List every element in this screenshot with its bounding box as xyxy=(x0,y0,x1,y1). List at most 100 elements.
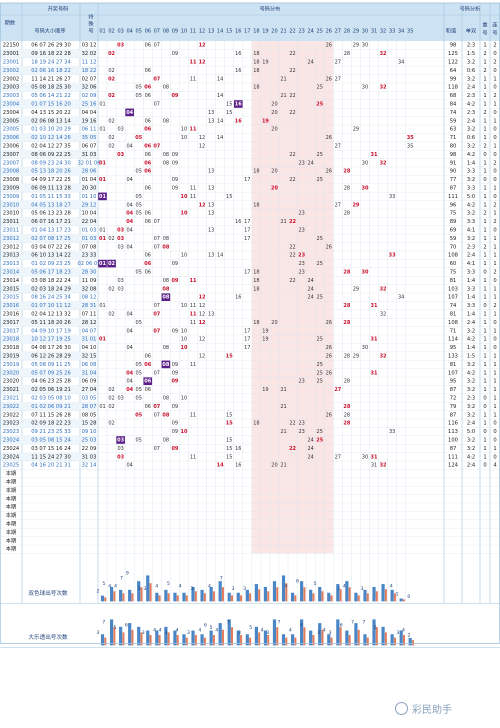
future-row-label: 本期 xyxy=(6,494,16,502)
row-period: 23018 xyxy=(3,345,20,351)
row-special-numbers: 32 01 06 xyxy=(77,160,100,166)
row-repeat: 1 xyxy=(483,43,486,49)
header-number-13: 13 xyxy=(208,29,214,35)
row-stripe xyxy=(0,200,98,209)
future-row-label: 本期 xyxy=(6,469,16,477)
special-number: 03 xyxy=(117,228,124,234)
row-special-numbers: 01 04 xyxy=(82,177,98,183)
drawn-number: 27 xyxy=(335,454,341,460)
row-main-numbers: 05 06 13 23 28 xyxy=(31,211,71,217)
dlt-bar-secondary xyxy=(113,627,116,646)
row-odd-even: 2:4 xyxy=(467,320,476,326)
row-sum: 60 xyxy=(450,261,457,267)
special-hit-number: 03 xyxy=(117,438,124,444)
row-consecutive: 1 xyxy=(493,236,496,242)
dlt-bar xyxy=(254,626,258,646)
drawn-number: 03 xyxy=(117,396,123,402)
row-period: 23014 xyxy=(3,278,20,284)
dlt-count-label: 7 xyxy=(227,620,230,626)
row-period: 23024 xyxy=(3,438,20,444)
row-repeat: 1 xyxy=(483,278,486,284)
ssq-bar xyxy=(100,595,105,602)
drawn-number: 11 xyxy=(190,362,196,368)
row-repeat: 2 xyxy=(483,144,486,150)
drawn-number: 25 xyxy=(317,379,323,385)
ssq-count-label: 4 xyxy=(284,584,287,590)
drawn-number: 05 xyxy=(136,438,142,444)
drawn-number: 20 xyxy=(271,102,277,108)
future-row-label: 本期 xyxy=(6,503,16,511)
drawn-number: 08 xyxy=(163,345,169,351)
row-stripe xyxy=(0,419,98,428)
ssq-bar xyxy=(182,592,186,602)
row-consecutive: 1 xyxy=(493,286,496,292)
drawn-number: 22 xyxy=(289,93,295,99)
ssq-bar-secondary xyxy=(212,591,215,602)
special-number: 02 xyxy=(108,93,115,99)
special-number: 25 xyxy=(316,438,323,444)
drawn-number: 05 xyxy=(136,396,142,402)
dlt-bar xyxy=(182,634,186,646)
dlt-bar-secondary xyxy=(167,632,170,646)
row-main-numbers: 05 08 09 11 25 xyxy=(31,362,71,368)
row-special-numbers: 02 09 xyxy=(82,93,97,99)
special-number: 04 xyxy=(126,387,133,393)
row-special-numbers: 03 05 xyxy=(82,396,97,402)
special-number: 16 xyxy=(235,118,242,124)
drawn-number: 01 xyxy=(99,404,105,410)
row-sum: 116 xyxy=(448,421,458,427)
drawn-number: 06 xyxy=(145,387,151,393)
ssq-bar-secondary xyxy=(122,593,125,602)
row-sum: 81 xyxy=(450,312,457,318)
drawn-number: 21 xyxy=(280,429,286,435)
drawn-number: 25 xyxy=(317,362,323,368)
ssq-bar xyxy=(146,575,150,602)
row-repeat: 2 xyxy=(483,51,486,57)
drawn-number: 03 xyxy=(117,278,123,284)
drawn-number: 09 xyxy=(172,370,178,376)
special-number: 06 xyxy=(144,127,151,133)
drawn-number: 25 xyxy=(317,236,323,242)
row-consecutive: 0 xyxy=(493,421,496,427)
special-hit-box xyxy=(107,259,116,268)
ssq-bar xyxy=(236,592,240,602)
dlt-count-label: 4 xyxy=(176,628,179,634)
special-number: 06 xyxy=(144,144,151,150)
ssq-bar xyxy=(209,586,213,602)
row-period: 23013 xyxy=(3,261,20,267)
row-special-numbers: 25 03 xyxy=(82,438,97,444)
row-consecutive: 1 xyxy=(493,261,496,267)
dlt-bar xyxy=(272,619,277,646)
row-repeat: 1 xyxy=(483,135,486,141)
drawn-number: 08 xyxy=(163,396,169,402)
header-number-10: 10 xyxy=(181,29,187,35)
row-repeat: 1 xyxy=(483,379,486,385)
row-consecutive: 2 xyxy=(493,303,496,309)
row-period: 23009 xyxy=(3,186,20,192)
drawn-number: 15 xyxy=(226,412,232,418)
ssq-count-label: 7 xyxy=(220,576,223,582)
row-odd-even: 3:2 xyxy=(467,76,475,82)
row-special-numbers: 29 12 xyxy=(82,202,97,208)
row-sum: 95 xyxy=(450,379,457,385)
row-consecutive: 1 xyxy=(493,379,496,385)
drawn-number: 18 xyxy=(253,320,259,326)
row-odd-even: 4:2 xyxy=(467,337,475,343)
special-hit-number: 08 xyxy=(162,295,169,301)
row-period: 23009 xyxy=(3,194,20,200)
row-stripe xyxy=(0,385,98,394)
row-sum: 98 xyxy=(450,43,457,49)
future-row-label: 本期 xyxy=(6,478,16,486)
special-number: 32 xyxy=(380,286,387,292)
row-sum: 64 xyxy=(450,68,457,74)
drawn-number: 06 xyxy=(145,186,151,192)
dlt-bar xyxy=(245,634,249,646)
row-period: 23006 xyxy=(3,135,20,141)
drawn-number: 16 xyxy=(235,295,241,301)
ssq-count-label: 3 xyxy=(243,586,246,592)
special-number: 07 xyxy=(153,328,160,334)
header-number-21: 21 xyxy=(280,29,286,35)
ssq-bar-secondary xyxy=(339,589,342,602)
header-number-22: 22 xyxy=(289,29,295,35)
